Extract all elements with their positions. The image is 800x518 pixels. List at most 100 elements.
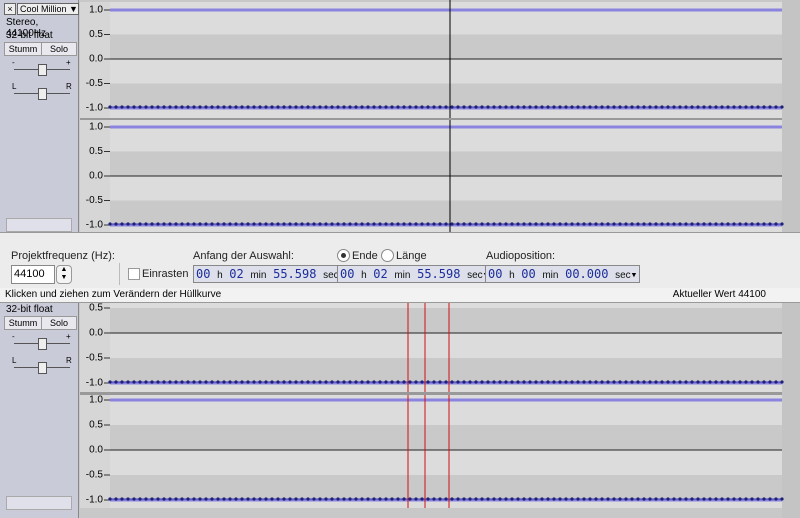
sample-dot	[780, 222, 784, 226]
sample-dot	[576, 222, 580, 226]
sample-dot	[270, 222, 274, 226]
sample-dot	[738, 105, 742, 109]
sample-dot	[252, 380, 256, 384]
solo-button[interactable]: Solo	[41, 316, 77, 330]
sample-dot	[168, 222, 172, 226]
length-radio[interactable]	[381, 249, 394, 262]
sample-dot	[708, 105, 712, 109]
sample-dot	[312, 380, 316, 384]
solo-button[interactable]: Solo	[41, 42, 77, 56]
sample-dot	[378, 380, 382, 384]
sample-dot	[126, 497, 130, 501]
sample-dot	[348, 105, 352, 109]
sample-dot	[612, 497, 616, 501]
rate-input[interactable]: 44100	[11, 265, 55, 284]
sample-dot	[288, 222, 292, 226]
sample-dot	[174, 222, 178, 226]
gain-max: +	[66, 58, 71, 67]
sample-dot	[378, 105, 382, 109]
selection-start-control[interactable]: 00 h 02 min 55.598 sec▾	[193, 265, 349, 283]
sample-dot	[348, 222, 352, 226]
sample-dot	[738, 222, 742, 226]
sample-dot	[594, 380, 598, 384]
pan-left: L	[12, 356, 17, 365]
sample-dot	[624, 380, 628, 384]
sample-dot	[744, 105, 748, 109]
end-radio[interactable]	[337, 249, 350, 262]
sample-dot	[750, 380, 754, 384]
sample-dot	[438, 222, 442, 226]
sample-dot	[504, 222, 508, 226]
sample-dot	[774, 105, 778, 109]
sample-dot	[648, 222, 652, 226]
gain-max: +	[66, 332, 71, 341]
sample-dot	[360, 105, 364, 109]
sample-dot	[414, 222, 418, 226]
collapse-button[interactable]	[6, 218, 72, 232]
sample-dot	[312, 105, 316, 109]
collapse-button[interactable]	[6, 496, 72, 510]
sample-dot	[144, 380, 148, 384]
track-menu[interactable]: Cool Million ▼	[17, 3, 79, 15]
mute-button[interactable]: Stumm	[4, 316, 42, 330]
close-button[interactable]: ×	[4, 3, 16, 15]
gain-thumb[interactable]	[38, 338, 47, 350]
band	[110, 200, 782, 225]
sample-dot	[450, 222, 454, 226]
rate-stepper[interactable]: ▲ ▼	[56, 265, 72, 284]
scale-label: -1.0	[86, 378, 104, 389]
pan-thumb[interactable]	[38, 88, 47, 100]
sample-dot	[522, 222, 526, 226]
snap-checkbox[interactable]	[128, 268, 140, 280]
sample-dot	[210, 222, 214, 226]
hours: 00	[340, 267, 355, 281]
unit: sec	[615, 270, 631, 281]
seconds: 55.598	[273, 267, 317, 281]
sample-dot	[384, 497, 388, 501]
band	[110, 475, 782, 500]
gain-min: -	[12, 58, 15, 67]
sample-dot	[180, 380, 184, 384]
sample-dot	[702, 222, 706, 226]
sample-dot	[732, 497, 736, 501]
rate-label: Projektfrequenz (Hz):	[11, 250, 115, 262]
sample-dot	[252, 497, 256, 501]
sample-dot	[600, 222, 604, 226]
sample-dot	[216, 105, 220, 109]
sample-dot	[312, 222, 316, 226]
sample-dot	[270, 380, 274, 384]
audio-position-control[interactable]: 00 h 00 min 00.000 sec▾	[485, 265, 641, 283]
sample-dot	[282, 380, 286, 384]
sample-dot	[324, 222, 328, 226]
sample-dot	[426, 105, 430, 109]
sample-dot	[660, 380, 664, 384]
sample-dot	[516, 497, 520, 501]
sample-dot	[204, 380, 208, 384]
sample-dot	[120, 497, 124, 501]
sample-dot	[186, 380, 190, 384]
sample-dot	[642, 380, 646, 384]
sample-dot	[204, 105, 208, 109]
sample-dot	[498, 380, 502, 384]
pan-thumb[interactable]	[38, 362, 47, 374]
scale-label: -1.0	[86, 103, 104, 114]
sample-dot	[642, 497, 646, 501]
sample-dot	[258, 105, 262, 109]
sample-dot	[186, 105, 190, 109]
mute-button[interactable]: Stumm	[4, 42, 42, 56]
selection-end-control[interactable]: 00 h 02 min 55.598 sec▾	[337, 265, 493, 283]
sample-dot	[120, 105, 124, 109]
sample-dot	[204, 222, 208, 226]
sample-dot	[468, 105, 472, 109]
sample-dot	[594, 497, 598, 501]
sample-dot	[630, 497, 634, 501]
sample-dot	[636, 105, 640, 109]
sample-dot	[540, 380, 544, 384]
sample-dot	[354, 105, 358, 109]
sample-dot	[522, 380, 526, 384]
sample-dot	[618, 497, 622, 501]
sample-dot	[306, 222, 310, 226]
sample-dot	[702, 380, 706, 384]
gain-thumb[interactable]	[38, 64, 47, 76]
sample-dot	[732, 105, 736, 109]
